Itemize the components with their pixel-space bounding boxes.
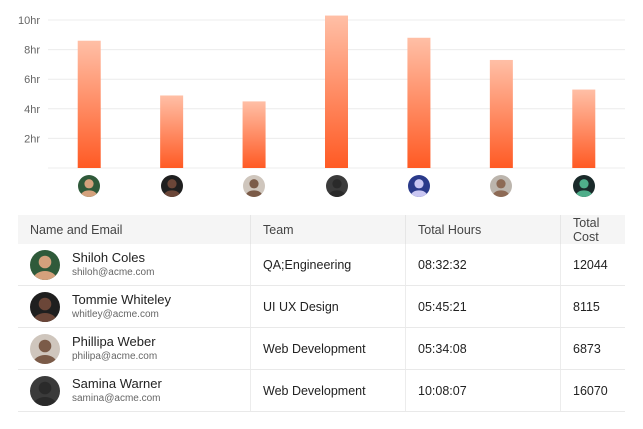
hours-bar-chart: 2hr 4hr 6hr 8hr 10hr bbox=[18, 15, 625, 169]
name-cell: Phillipa Weber philipa@acme.com bbox=[18, 327, 251, 370]
bar-avatar-6 bbox=[572, 175, 595, 197]
team-cell: Web Development bbox=[250, 369, 406, 412]
bar-1[interactable] bbox=[160, 95, 184, 168]
team-cell: Web Development bbox=[250, 327, 406, 370]
table-row[interactable]: Shiloh Coles shiloh@acme.com QA;Engineer… bbox=[18, 244, 625, 286]
team-hours-table: Name and Email Team Total Hours Total Co… bbox=[18, 215, 625, 412]
cost-cell: 6873 bbox=[560, 327, 625, 370]
bar-0[interactable] bbox=[77, 40, 101, 168]
bar-4[interactable] bbox=[407, 37, 431, 169]
hours-cell: 10:08:07 bbox=[405, 369, 561, 412]
person-name: Tommie Whiteley bbox=[72, 291, 171, 307]
table-header-row: Name and Email Team Total Hours Total Co… bbox=[18, 215, 625, 244]
bar-avatar-4 bbox=[407, 175, 430, 197]
avatar bbox=[30, 375, 60, 406]
bar-avatar-0 bbox=[78, 175, 101, 197]
bar-avatar-5 bbox=[490, 175, 513, 197]
person-email: whitley@acme.com bbox=[72, 308, 159, 320]
person-name: Shiloh Coles bbox=[72, 249, 145, 265]
bar-3[interactable] bbox=[325, 15, 348, 169]
y-tick-label: 4hr bbox=[24, 104, 40, 116]
hours-cell: 05:45:21 bbox=[405, 285, 561, 328]
name-cell: Shiloh Coles shiloh@acme.com bbox=[18, 244, 251, 286]
hours-cell: 08:32:32 bbox=[405, 244, 561, 286]
table-row[interactable]: Tommie Whiteley whitley@acme.com UI UX D… bbox=[18, 285, 625, 328]
cost-cell: 12044 bbox=[560, 244, 625, 286]
bar-avatar-1 bbox=[160, 175, 183, 197]
avatar bbox=[30, 291, 60, 322]
avatar bbox=[30, 333, 60, 364]
person-name: Samina Warner bbox=[72, 375, 162, 391]
header-team[interactable]: Team bbox=[250, 215, 406, 244]
person-email: samina@acme.com bbox=[72, 392, 161, 404]
header-name-email[interactable]: Name and Email bbox=[18, 215, 251, 244]
y-tick-label: 8hr bbox=[24, 45, 40, 57]
table-row[interactable]: Phillipa Weber philipa@acme.com Web Deve… bbox=[18, 327, 625, 370]
name-cell: Samina Warner samina@acme.com bbox=[18, 369, 251, 412]
header-total-hours[interactable]: Total Hours bbox=[405, 215, 561, 244]
y-tick-label: 6hr bbox=[24, 74, 40, 86]
person-name: Phillipa Weber bbox=[72, 333, 156, 349]
person-email: philipa@acme.com bbox=[72, 350, 158, 362]
name-cell: Tommie Whiteley whitley@acme.com bbox=[18, 285, 251, 328]
chart-avatar-row bbox=[0, 175, 643, 199]
cost-cell: 8115 bbox=[560, 285, 625, 328]
bar-6[interactable] bbox=[572, 89, 596, 168]
bar-2[interactable] bbox=[242, 101, 266, 168]
bar-avatar-3 bbox=[325, 175, 348, 197]
team-cell: QA;Engineering bbox=[250, 244, 406, 286]
person-email: shiloh@acme.com bbox=[72, 266, 155, 278]
y-tick-label: 2hr bbox=[24, 133, 40, 145]
header-total-cost[interactable]: Total Cost bbox=[560, 215, 625, 244]
cost-cell: 16070 bbox=[560, 369, 625, 412]
avatar bbox=[30, 249, 60, 280]
bar-5[interactable] bbox=[489, 59, 513, 168]
hours-cell: 05:34:08 bbox=[405, 327, 561, 370]
bar-avatar-2 bbox=[243, 175, 266, 197]
team-cell: UI UX Design bbox=[250, 285, 406, 328]
y-tick-label: 10hr bbox=[18, 15, 40, 27]
table-row[interactable]: Samina Warner samina@acme.com Web Develo… bbox=[18, 369, 625, 412]
